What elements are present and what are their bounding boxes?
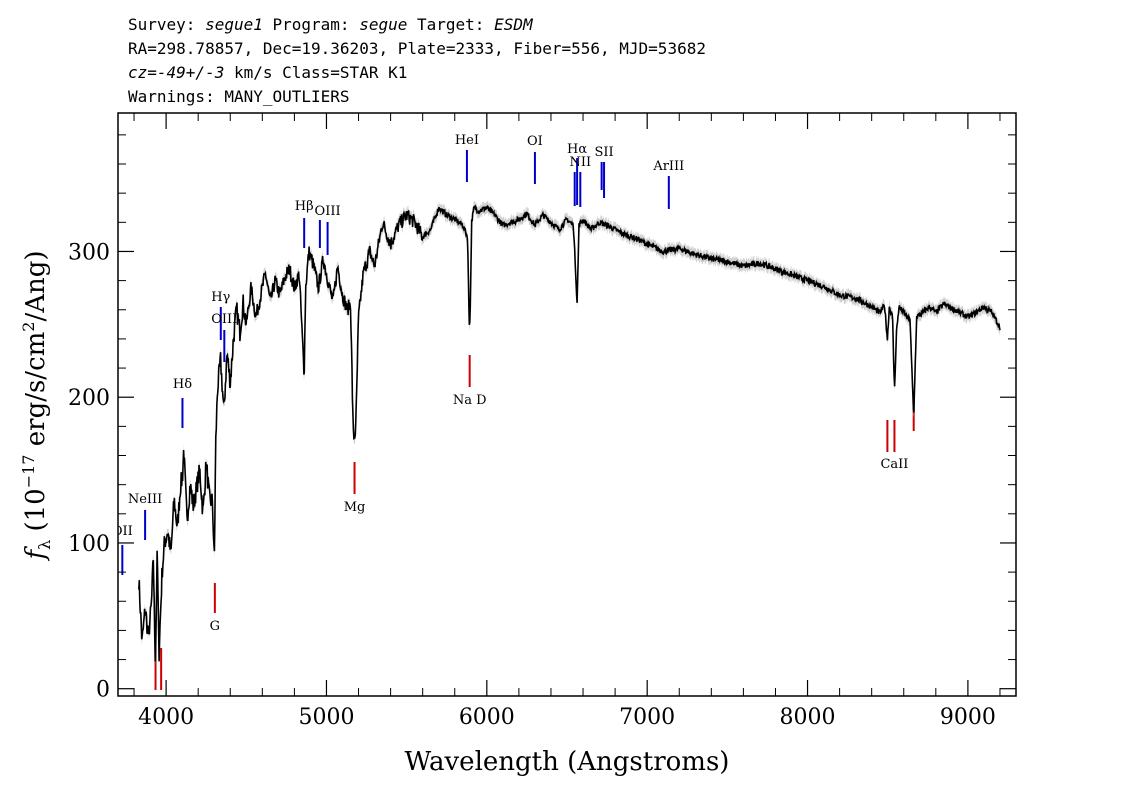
x-tick-label: 6000	[459, 705, 515, 730]
header-text-segment: segue1	[205, 15, 263, 34]
x-tick-label: 8000	[780, 705, 836, 730]
line-marker-label: NII	[569, 155, 591, 170]
y-tick-label: 300	[68, 240, 110, 265]
line-marker-label: Hβ	[295, 199, 314, 214]
line-marker-label: OII	[112, 524, 133, 539]
line-marker-label: Mg	[344, 500, 366, 515]
x-tick-label: 4000	[138, 705, 194, 730]
y-axis-title-text: (10	[21, 488, 51, 540]
header-text-segment: cz=-49+/-3	[128, 63, 224, 82]
header-text-segment: Program:	[263, 15, 359, 34]
line-markers	[121, 150, 915, 690]
x-tick-label: 7000	[619, 705, 675, 730]
y-axis-title: fλ (10−17 erg/s/cm2/Ang)	[19, 250, 54, 561]
error-band	[138, 200, 1001, 668]
line-marker-label: Hγ	[211, 290, 230, 305]
line-marker-label: HeI	[455, 133, 479, 148]
line-marker-label: ArIII	[652, 159, 684, 174]
y-tick-label: 100	[68, 532, 110, 557]
line-marker-label: OI	[527, 134, 543, 149]
header: Survey: segue1 Program: segue Target: ES…	[128, 15, 706, 106]
header-text-segment: Survey:	[128, 15, 205, 34]
x-tick-label: 9000	[940, 705, 996, 730]
header-text-segment: Target:	[407, 15, 494, 34]
plot-frame	[117, 112, 1017, 697]
y-axis-title-subscript: λ	[35, 540, 54, 550]
line-marker-label: CaII	[880, 457, 908, 472]
y-tick-label: 0	[96, 678, 110, 703]
header-line-survey: Survey: segue1 Program: segue Target: ES…	[128, 15, 534, 34]
header-line-coords: RA=298.78857, Dec=19.36203, Plate=2333, …	[128, 39, 706, 58]
y-axis-title-exponent: −17	[19, 455, 38, 489]
header-text-segment: segue	[359, 15, 407, 34]
spectrum-series	[138, 200, 1001, 668]
y-axis-title-text: erg/s/cm	[21, 332, 51, 455]
y-tick-label: 200	[68, 386, 110, 411]
header-line-warnings: Warnings: MANY_OUTLIERS	[128, 87, 350, 106]
header-text-segment: km/s Class=STAR K1	[224, 63, 407, 82]
y-axis-title-exponent: 2	[19, 322, 38, 332]
spectrum-line	[138, 204, 1001, 662]
header-line-velocity-class: cz=-49+/-3 km/s Class=STAR K1	[128, 63, 407, 82]
y-axis-title-text: /Ang)	[21, 250, 51, 321]
line-marker-label: Hδ	[173, 377, 192, 392]
line-marker-label: OIII	[211, 312, 237, 327]
x-axis-title: Wavelength (Angstroms)	[405, 747, 730, 777]
line-marker-label: Hα	[567, 142, 587, 157]
line-marker-label: SII	[594, 145, 613, 160]
axis-ticks: 4000 5000 6000 7000 8000 9000 0 100 200 300	[68, 113, 1016, 730]
line-marker-label: G	[210, 619, 220, 634]
line-marker-label: NeIII	[128, 492, 162, 507]
header-text-segment: ESDM	[494, 15, 534, 34]
line-marker-label: Na D	[453, 393, 487, 408]
line-marker-label: OIII	[315, 204, 341, 219]
x-tick-label: 5000	[298, 705, 354, 730]
